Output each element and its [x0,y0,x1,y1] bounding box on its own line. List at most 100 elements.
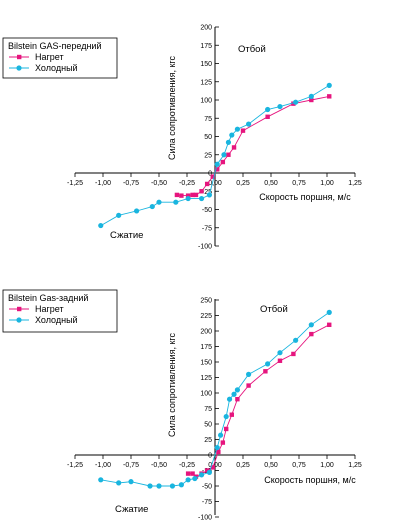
data-point [204,181,210,187]
annotation-rebound: Отбой [238,44,266,55]
data-point [293,337,299,343]
legend-entry-heated: Нагрет [9,304,64,314]
data-point [327,94,332,99]
y-tick-label: -100 [198,244,212,251]
x-tick-label: 1,25 [348,180,362,187]
series-cold [98,82,332,229]
x-tick-label: -1,25 [67,462,83,469]
data-point [229,132,235,138]
data-point [169,483,176,489]
y-tick-label: 100 [200,98,212,105]
data-point [246,121,252,127]
data-point [198,472,205,478]
y-tick-label: 100 [200,391,212,398]
data-point [149,203,155,210]
y-tick-label: -100 [198,515,212,522]
legend-entry-label: Холодный [35,63,78,73]
data-point [98,222,104,229]
legend-entry-label: Нагрет [35,304,64,314]
legend-swatch-marker [16,317,22,323]
data-point [214,161,220,167]
x-axis-title: Скорость поршня, м/с [264,475,356,485]
legend-swatch-marker [17,306,22,312]
data-point [218,432,224,438]
data-point [229,412,234,417]
data-point [265,106,271,113]
x-tick-label: 0,25 [236,180,250,187]
x-tick-label: -0,50 [151,180,167,187]
y-tick-label: 175 [200,344,212,351]
data-point [190,192,195,198]
y-tick-label: 75 [204,116,212,123]
data-point [291,101,296,106]
x-tick-label: 0,50 [264,462,278,469]
data-point [178,482,184,488]
data-point [277,350,283,356]
legend-entry-cold: Холодный [9,63,78,73]
legend-entry-cold: Холодный [9,315,78,325]
data-point [293,99,299,105]
data-point [192,475,198,482]
data-point [327,322,332,327]
data-point [174,192,180,198]
x-tick-label: -0,75 [123,462,139,469]
legend-swatch-marker [17,54,22,60]
x-tick-label: 0,75 [292,180,306,187]
data-point [309,97,314,103]
y-tick-label: -50 [202,484,212,491]
data-point [308,322,314,328]
y-tick-label: 75 [204,406,212,413]
data-point [246,371,252,377]
data-point [223,413,229,420]
data-point [231,391,237,397]
legend-entry-label: Холодный [35,315,78,325]
y-tick-label: 150 [200,61,212,68]
legend-box [2,37,118,79]
annotation-rebound: Отбой [260,304,288,315]
x-tick-label: -1,00 [95,462,111,469]
y-tick-label: -75 [202,499,212,506]
legend-swatch-marker [16,65,22,71]
y-tick-label: 200 [200,329,212,336]
data-point [134,208,140,214]
data-point [277,103,283,110]
data-point [204,468,210,473]
data-point [224,426,229,432]
x-tick-label: 1,00 [320,180,334,187]
x-axis-title: Скорость поршня, м/с [259,192,351,202]
data-point [215,167,220,172]
data-point [231,145,237,150]
data-point [173,199,179,205]
y-tick-label: 50 [204,422,212,429]
data-point [98,477,104,483]
data-point [265,114,270,119]
data-point [128,479,134,485]
data-point [156,483,162,489]
data-point [193,192,199,198]
data-point [198,195,205,202]
data-point [234,387,240,393]
legend-box [2,289,118,333]
chart-panel-1: -1,25 -1,00 -0,75 -0,50 -0,25 0,00 0,25 0,50 0,7… [2,25,362,251]
data-point [220,440,226,445]
data-point [220,159,226,165]
data-point [326,82,332,88]
data-point [263,369,268,374]
data-point [246,383,251,388]
y-tick-label: 25 [204,437,212,444]
y-tick-label: 25 [204,152,212,159]
data-point [226,396,233,402]
x-tick-label: 0,50 [264,180,278,187]
x-tick-label: -0,25 [179,462,195,469]
data-point [156,199,162,205]
data-point [234,126,240,132]
data-point [185,477,191,483]
y-tick-label: 125 [200,79,212,86]
y-tick-label: 250 [200,298,212,305]
data-point [225,139,232,145]
y-tick-label: 225 [200,313,212,320]
x-tick-label: 0,75 [292,462,306,469]
